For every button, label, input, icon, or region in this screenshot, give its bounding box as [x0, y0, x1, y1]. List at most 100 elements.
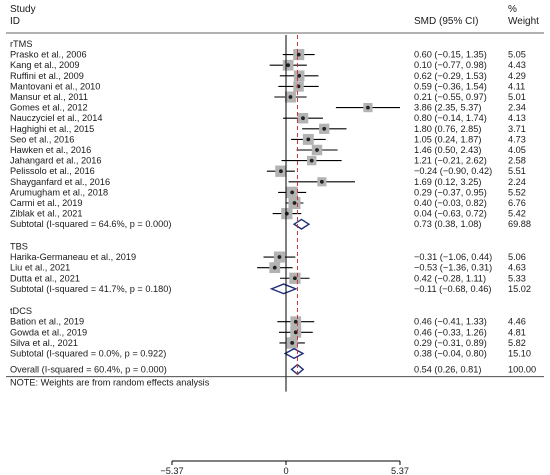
- pooled-diamond: [292, 218, 311, 230]
- study-weight: 5.33: [508, 273, 526, 283]
- study-ci: −0.31 (−1.06, 0.44): [414, 252, 492, 262]
- study-ci: 0.21 (−0.55, 0.97): [414, 92, 487, 102]
- study-ci: 0.60 (−0.15, 1.35): [414, 50, 487, 60]
- point-estimate: [293, 319, 298, 324]
- study-label: Gowda et al., 2019: [10, 327, 87, 337]
- group-label: tDCS: [10, 306, 32, 316]
- header-study: Study: [10, 4, 36, 15]
- study-ci: 0.42 (−0.28, 1.11): [414, 273, 486, 283]
- header-effect: SMD (95% CI): [414, 16, 478, 27]
- subtotal-label: Overall (I-squared = 60.4%, p = 0.000): [10, 364, 167, 374]
- point-estimate: [279, 169, 283, 174]
- study-ci: 1.69 (0.12, 3.25): [414, 177, 481, 187]
- study-weight: 4.13: [508, 113, 526, 123]
- study-label: Prasko et al., 2006: [10, 50, 87, 60]
- point-estimate: [296, 52, 301, 57]
- study-ci: −0.24 (−0.90, 0.42): [414, 166, 492, 176]
- point-estimate: [315, 148, 319, 152]
- study-weight: 5.01: [508, 92, 526, 102]
- point-estimate: [288, 95, 293, 99]
- study-label: Silva et al., 2021: [10, 338, 78, 348]
- header-weight-pct: %: [508, 4, 517, 15]
- point-estimate: [292, 201, 297, 205]
- study-label: Arumugham et al., 2018: [10, 187, 108, 197]
- study-weight: 4.46: [508, 317, 526, 327]
- point-estimate: [301, 116, 305, 121]
- study-ci: 0.80 (−0.14, 1.74): [414, 113, 487, 123]
- study-label: Bation et al., 2019: [10, 317, 84, 327]
- study-weight: 5.42: [508, 209, 526, 219]
- study-label: Ruffini et al., 2009: [10, 71, 84, 81]
- study-label: Carmi et al., 2019: [10, 198, 83, 208]
- study-label: Pelissolo et al., 2016: [10, 166, 95, 176]
- study-weight: 5.51: [508, 166, 526, 176]
- study-weight: 4.63: [508, 263, 526, 273]
- study-label: Harika-Germaneau et al., 2019: [10, 252, 136, 262]
- study-label: Mantovani et al., 2010: [10, 81, 100, 91]
- study-ci: 0.40 (−0.03, 0.82): [414, 198, 487, 208]
- study-ci: 0.46 (−0.33, 1.26): [414, 327, 487, 337]
- study-label: Kang et al., 2009: [10, 60, 79, 70]
- pooled-diamond: [283, 347, 305, 360]
- point-estimate: [293, 276, 297, 281]
- subtotal-ci: 0.73 (0.38, 1.08): [414, 219, 481, 229]
- study-ci: 0.04 (−0.63, 0.72): [414, 209, 487, 219]
- study-weight: 3.71: [508, 124, 526, 134]
- group-label: rTMS: [10, 39, 32, 49]
- study-label: Jahangard et al., 2016: [10, 156, 101, 166]
- study-weight: 4.11: [508, 81, 525, 91]
- point-estimate: [319, 179, 324, 184]
- study-weight: 4.29: [508, 71, 526, 81]
- subtotal-weight: 69.88: [508, 219, 531, 229]
- header: Study ID SMD (95% CI) % Weight: [6, 4, 544, 34]
- point-estimate: [309, 158, 314, 163]
- header-weight: Weight: [508, 16, 539, 27]
- study-label: Gomes et al., 2012: [10, 103, 88, 113]
- study-label: Nauczyciel et al., 2014: [10, 113, 102, 123]
- x-axis: −5.37 0 5.37: [160, 460, 409, 475]
- study-weight: 2.24: [508, 177, 526, 187]
- point-estimate: [297, 73, 302, 78]
- study-ci: 0.29 (−0.31, 0.89): [414, 338, 487, 348]
- subtotal-weight: 15.02: [508, 284, 531, 294]
- subtotal-label: Subtotal (I-squared = 41.7%, p = 0.180): [10, 284, 171, 294]
- study-weight: 4.73: [508, 134, 526, 144]
- header-id: ID: [10, 16, 20, 27]
- study-ci: 0.62 (−0.29, 1.53): [414, 71, 487, 81]
- subtotal-label: Subtotal (I-squared = 0.0%, p = 0.922): [10, 349, 166, 359]
- study-weight: 5.52: [508, 187, 526, 197]
- study-label: Hawken et al., 2016: [10, 145, 91, 155]
- study-weight: 5.06: [508, 252, 526, 262]
- point-estimate: [306, 137, 311, 142]
- tick-label: −5.37: [160, 466, 183, 475]
- study-weight: 4.05: [508, 145, 526, 155]
- tick-label: 0: [283, 466, 288, 475]
- study-label: Shayganfard et al., 2016: [10, 177, 110, 187]
- study-label: Mansur et al., 2011: [10, 92, 88, 102]
- subtotal-label: Subtotal (I-squared = 64.6%, p = 0.000): [10, 219, 171, 229]
- plot-area: [257, 35, 401, 392]
- subtotal-ci: 0.54 (0.26, 0.81): [414, 364, 481, 374]
- study-ci: 0.10 (−0.77, 0.98): [414, 60, 487, 70]
- study-label: Haghighi et al., 2015: [10, 124, 94, 134]
- study-weight: 5.82: [508, 338, 526, 348]
- study-label: Dutta et al., 2021: [10, 273, 80, 283]
- subtotal-weight: 100.00: [508, 364, 536, 374]
- study-weight: 5.05: [508, 50, 526, 60]
- pooled-diamond: [290, 363, 305, 376]
- study-label: Seo et al., 2016: [10, 134, 74, 144]
- point-estimate: [272, 265, 277, 270]
- point-estimate: [290, 341, 295, 345]
- point-estimate: [293, 330, 298, 335]
- tick-label: 5.37: [391, 466, 409, 475]
- study-weight: 4.81: [508, 327, 526, 337]
- study-ci: 0.59 (−0.36, 1.54): [414, 81, 487, 91]
- point-estimate: [322, 126, 327, 131]
- study-ci: 1.21 (−0.21, 2.62): [414, 156, 487, 166]
- point-estimate: [277, 255, 282, 259]
- point-estimate: [366, 105, 370, 110]
- study-ci: 0.46 (−0.41, 1.33): [414, 317, 487, 327]
- study-weight: 4.43: [508, 60, 526, 70]
